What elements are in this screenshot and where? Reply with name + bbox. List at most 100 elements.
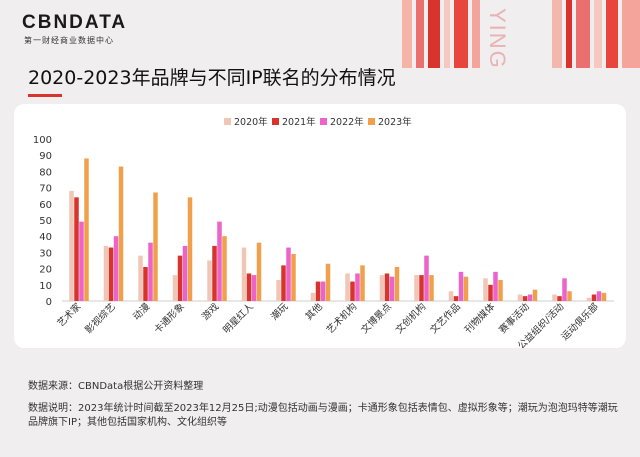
bar bbox=[251, 275, 257, 301]
y-tick-label: 60 bbox=[39, 200, 52, 211]
bar bbox=[286, 247, 291, 301]
x-tick-label: 艺术家 bbox=[55, 300, 84, 329]
bar bbox=[217, 221, 222, 301]
bar bbox=[601, 292, 607, 301]
bar bbox=[389, 276, 395, 301]
legend-swatch bbox=[320, 118, 327, 125]
legend-label: 2022年 bbox=[330, 116, 364, 128]
y-tick-label: 70 bbox=[39, 184, 52, 195]
bar bbox=[586, 297, 592, 301]
bar bbox=[207, 260, 212, 301]
bar bbox=[256, 242, 262, 301]
bar bbox=[310, 292, 316, 301]
bar bbox=[177, 255, 183, 301]
data-explanation-note: 数据说明：2023年统计时间截至2023年12月25日;动漫包括动画与漫画；卡通… bbox=[28, 403, 618, 428]
x-tick-label: 文创机构 bbox=[393, 301, 428, 336]
bar bbox=[148, 242, 153, 301]
bar bbox=[74, 197, 79, 301]
bar-chart: 0 10 20 30 40 50 60 70 80 90 100 2020年 2021年 2022年 202… bbox=[33, 116, 614, 352]
y-tick-label: 80 bbox=[39, 167, 52, 178]
bar bbox=[291, 254, 296, 301]
title-accent-bar bbox=[28, 94, 62, 97]
bar bbox=[458, 271, 464, 301]
y-tick-label: 10 bbox=[39, 281, 52, 292]
bar bbox=[118, 166, 124, 301]
y-tick-label: 90 bbox=[39, 151, 52, 162]
bar bbox=[187, 197, 193, 301]
bar bbox=[246, 273, 252, 301]
bar bbox=[522, 296, 528, 301]
y-tick-label: 30 bbox=[39, 248, 52, 259]
bar bbox=[424, 255, 429, 301]
bar bbox=[69, 190, 74, 301]
bar bbox=[153, 192, 158, 301]
bar bbox=[138, 255, 143, 301]
bar bbox=[414, 275, 419, 301]
bar bbox=[172, 275, 178, 301]
bar bbox=[517, 294, 523, 301]
x-tick-label: 刊物媒体 bbox=[462, 300, 498, 336]
x-tick-label: 明星红人 bbox=[221, 300, 257, 336]
y-tick-label: 50 bbox=[39, 216, 52, 227]
data-source-note: 数据来源：CBNData根据公开资料整理 bbox=[28, 381, 204, 392]
bar bbox=[562, 278, 567, 301]
bar bbox=[552, 294, 557, 301]
bar bbox=[345, 273, 350, 301]
x-tick-label: 文博景点 bbox=[359, 300, 395, 336]
legend-swatch bbox=[272, 118, 279, 125]
bar bbox=[355, 273, 360, 301]
bar bbox=[463, 276, 469, 301]
bar bbox=[394, 266, 400, 301]
bar bbox=[488, 284, 493, 301]
bar bbox=[84, 158, 89, 301]
x-tick-label: 潮玩 bbox=[268, 300, 290, 322]
bar bbox=[182, 245, 188, 301]
brand-logo: CBNDATA bbox=[22, 12, 128, 33]
bar bbox=[448, 291, 454, 301]
y-tick-label: 20 bbox=[39, 265, 52, 276]
legend-label: 2021年 bbox=[282, 116, 316, 128]
x-tick-label: 其他 bbox=[303, 300, 325, 322]
x-tick-label: 游戏 bbox=[199, 300, 221, 322]
bar bbox=[281, 265, 286, 301]
bar bbox=[419, 275, 424, 301]
bar bbox=[453, 296, 459, 301]
x-tick-label: 运动俱乐部 bbox=[559, 301, 601, 343]
page-title: 2020-2023年品牌与不同IP联名的分布情况 bbox=[28, 67, 396, 89]
legend-swatch bbox=[224, 118, 231, 125]
bar bbox=[103, 245, 109, 301]
decorative-banner bbox=[402, 0, 640, 68]
bar bbox=[276, 279, 281, 301]
bar bbox=[325, 263, 331, 301]
bar bbox=[596, 291, 602, 301]
legend-swatch bbox=[368, 118, 375, 125]
x-tick-label: 影视综艺 bbox=[83, 301, 118, 336]
decorative-vertical-text: YING bbox=[485, 8, 510, 70]
bar bbox=[379, 275, 385, 301]
bar bbox=[483, 278, 488, 301]
bar bbox=[567, 291, 572, 301]
bar bbox=[493, 271, 498, 301]
bar bbox=[143, 266, 148, 301]
bar bbox=[527, 294, 533, 301]
bar bbox=[384, 273, 390, 301]
bar bbox=[212, 245, 217, 301]
x-tick-label: 卡通形象 bbox=[152, 300, 188, 336]
legend-label: 2023年 bbox=[378, 116, 412, 128]
bar bbox=[591, 294, 597, 301]
x-tick-label: 艺术机构 bbox=[324, 301, 359, 336]
y-tick-label: 100 bbox=[33, 135, 52, 146]
x-tick-label: 文艺作品 bbox=[428, 301, 463, 336]
y-tick-label: 40 bbox=[39, 232, 52, 243]
bar bbox=[79, 221, 84, 301]
bar bbox=[429, 275, 434, 301]
bar bbox=[498, 279, 503, 301]
bar bbox=[557, 296, 562, 301]
bar bbox=[360, 265, 365, 301]
bar bbox=[108, 247, 114, 301]
x-tick-label: 赛事活动 bbox=[497, 301, 532, 336]
decorative-stripes bbox=[402, 0, 640, 68]
x-tick-label: 动漫 bbox=[130, 300, 152, 322]
bar bbox=[113, 236, 119, 301]
bar bbox=[320, 281, 326, 301]
